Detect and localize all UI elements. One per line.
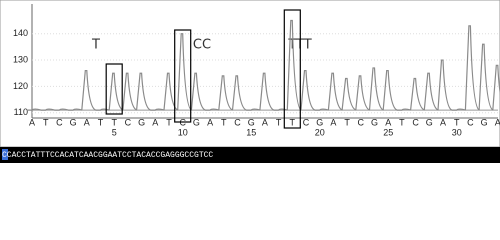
x-tick-label: T — [166, 117, 172, 127]
x-tick-label: C — [234, 117, 241, 127]
x-tick-label: T — [98, 117, 104, 127]
peak — [40, 108, 55, 111]
sequence-bar — [0, 147, 500, 163]
peak — [54, 108, 69, 111]
sequence: CCACCTATTTCCACATCAACGGAATCCTACACCGAGGGCC… — [2, 151, 213, 160]
position-label: 15 — [246, 127, 256, 137]
peak — [150, 108, 165, 111]
x-tick-label: A — [84, 117, 90, 127]
y-tick-label: 110 — [14, 107, 28, 117]
annotation: CC — [193, 38, 211, 53]
peak — [108, 72, 124, 111]
x-tick-label: G — [426, 117, 433, 127]
y-tick-label: 130 — [13, 54, 28, 64]
x-tick-label: G — [371, 117, 378, 127]
x-tick-label: G — [193, 117, 200, 127]
x-tick-label: C — [303, 117, 310, 127]
peak — [327, 72, 343, 111]
peak — [81, 69, 97, 111]
x-tick-label: A — [262, 117, 268, 127]
peak — [27, 108, 42, 111]
peak — [136, 72, 151, 111]
peak — [231, 75, 247, 111]
peak — [190, 72, 206, 111]
y-tick-label: 140 — [13, 28, 28, 38]
highlight-box — [105, 63, 123, 115]
x-tick-label: G — [481, 117, 488, 127]
x-tick-label: C — [412, 117, 419, 127]
peak — [423, 72, 439, 111]
position-label: 5 — [112, 127, 117, 137]
x-tick-label: C — [467, 117, 474, 127]
peak — [314, 108, 329, 111]
peak — [396, 108, 412, 111]
peak — [478, 43, 494, 111]
peak — [410, 77, 425, 111]
peak — [300, 69, 316, 111]
position-label: 30 — [452, 127, 462, 137]
x-tick-label: T — [290, 117, 296, 127]
peak — [492, 64, 500, 111]
x-tick-label: G — [138, 117, 145, 127]
highlight-box — [174, 29, 192, 123]
annotation: TTT — [287, 38, 311, 53]
y-tick-label: 120 — [13, 81, 28, 91]
x-tick-label: A — [330, 117, 336, 127]
x-tick-label: T — [344, 117, 350, 127]
peak — [341, 77, 357, 111]
position-label: 10 — [178, 127, 188, 137]
position-label: 20 — [315, 127, 325, 137]
annotation: T — [91, 38, 100, 53]
peak — [464, 25, 480, 111]
peak — [451, 108, 466, 111]
x-tick-label: A — [152, 117, 158, 127]
page: {"chart_data": {"type": "pyrogram", "cat… — [0, 0, 500, 163]
highlight-box — [283, 9, 301, 129]
x-tick-label: T — [454, 117, 460, 127]
x-tick-label: G — [248, 117, 255, 127]
peak — [205, 108, 220, 111]
x-tick-label: G — [316, 117, 323, 127]
peak — [177, 33, 193, 111]
peak — [163, 72, 179, 111]
peak — [273, 108, 288, 111]
x-tick-label: T — [221, 117, 227, 127]
x-tick-label: C — [56, 117, 63, 127]
position-label: 25 — [383, 127, 393, 137]
x-tick-label: A — [207, 117, 213, 127]
plot-frame — [0, 0, 500, 148]
peak — [246, 108, 261, 111]
x-tick-label: C — [358, 117, 365, 127]
peak — [286, 19, 302, 111]
peak — [68, 108, 83, 111]
peak — [259, 72, 275, 111]
peak — [355, 75, 371, 111]
x-tick-label: C — [125, 117, 132, 127]
x-tick-label: T — [43, 117, 49, 127]
peak — [368, 67, 384, 111]
x-tick-label: T — [111, 117, 117, 127]
x-tick-label: A — [29, 117, 35, 127]
x-tick-label: T — [276, 117, 282, 127]
x-tick-label: A — [385, 117, 391, 127]
chart: CCACCTATTTCCACATCAACGGAATCCTACACCGAGGGCC… — [0, 0, 500, 163]
x-tick-label: T — [399, 117, 405, 127]
x-tick-label: A — [440, 117, 446, 127]
peak — [382, 69, 398, 111]
peak — [95, 108, 110, 111]
peak — [218, 75, 234, 111]
x-tick-label: G — [70, 117, 77, 127]
cursor — [2, 149, 8, 160]
x-tick-label: A — [495, 117, 500, 127]
peak — [437, 59, 453, 111]
peak — [122, 72, 138, 111]
